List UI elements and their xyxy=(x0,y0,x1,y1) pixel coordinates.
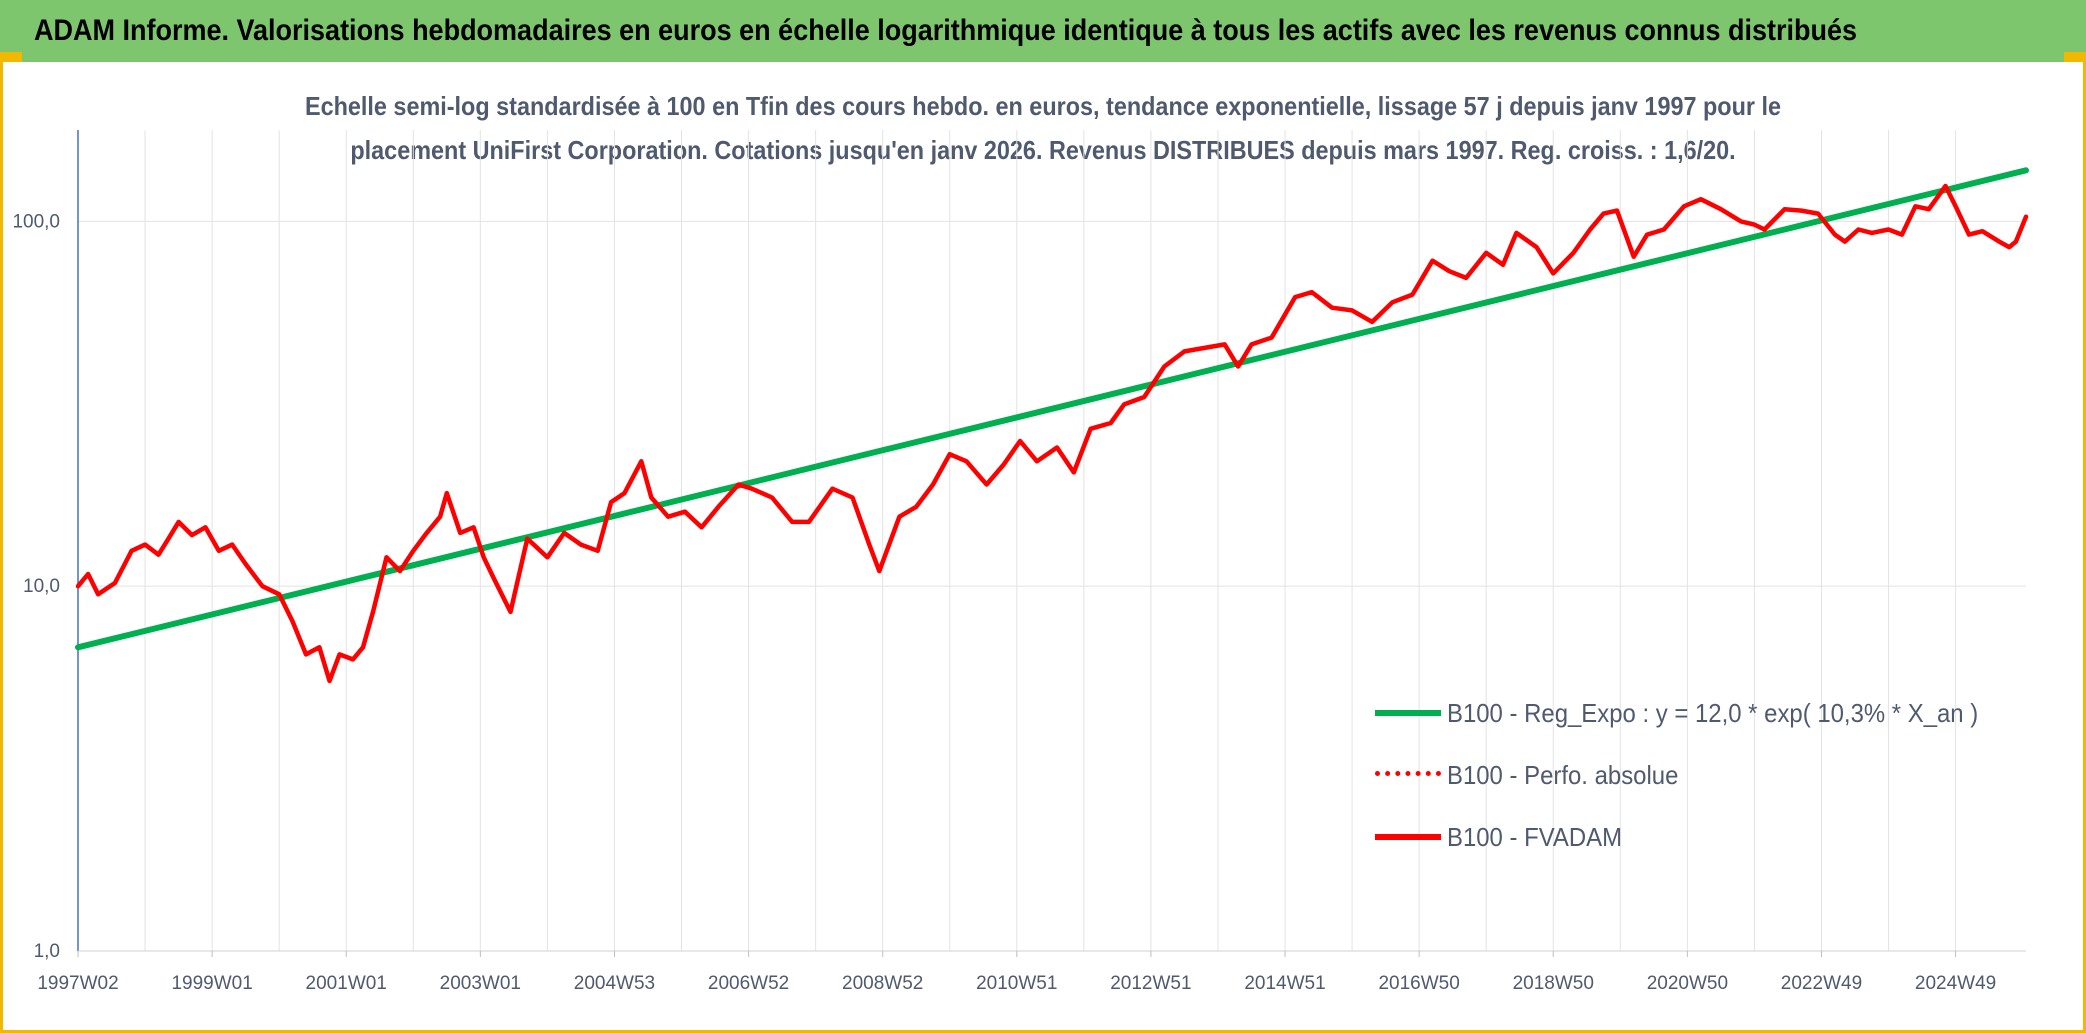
legend-swatch-perfo xyxy=(1375,768,1441,782)
report-title: ADAM Informe. Valorisations hebdomadaire… xyxy=(34,14,1858,47)
x-tick-label: 2022W49 xyxy=(1781,973,1862,994)
legend-item-fvadam: B100 - FVADAM xyxy=(1375,806,2024,868)
x-tick-label: 2004W53 xyxy=(574,973,655,994)
series-line-trend xyxy=(75,167,2029,651)
chart-subtitle-line-2: placement UniFirst Corporation. Cotation… xyxy=(350,135,1736,165)
chart-subtitle: Echelle semi-log standardisée à 100 en T… xyxy=(0,84,2086,172)
x-tick-label: 2006W52 xyxy=(708,973,789,994)
y-tick-label: 100,0 xyxy=(12,211,60,232)
corner-accent-left xyxy=(0,52,22,62)
legend-label-trend: B100 - Reg_Expo : y = 12,0 * exp( 10,3% … xyxy=(1447,697,1979,728)
x-tick-label: 2016W50 xyxy=(1378,973,1459,994)
chart-legend: B100 - Reg_Expo : y = 12,0 * exp( 10,3% … xyxy=(1375,682,2024,868)
legend-swatch-trend xyxy=(1375,706,1441,720)
x-tick-label: 1997W02 xyxy=(37,973,118,994)
report-header: ADAM Informe. Valorisations hebdomadaire… xyxy=(0,0,2086,62)
series-line-fvadam xyxy=(75,183,2029,684)
chart-frame xyxy=(0,62,2086,1033)
x-axis: 1997W02 1999W01 2001W01 2003W01 2004W53 2006W… xyxy=(37,950,2026,994)
y-axis: 1,0 10,0 100,0 xyxy=(12,130,79,962)
corner-accent-right xyxy=(2064,52,2086,62)
x-tick-label: 1999W01 xyxy=(171,973,252,994)
chart-grid xyxy=(78,130,2026,952)
legend-label-fvadam: B100 - FVADAM xyxy=(1447,821,1623,852)
legend-item-trend: B100 - Reg_Expo : y = 12,0 * exp( 10,3% … xyxy=(1375,682,2024,744)
legend-swatch-fvadam xyxy=(1375,830,1441,844)
x-tick-label: 2020W50 xyxy=(1647,973,1728,994)
chart-subtitle-line-1: Echelle semi-log standardisée à 100 en T… xyxy=(304,91,1781,121)
y-tick-label: 10,0 xyxy=(23,576,60,597)
x-tick-label: 2024W49 xyxy=(1915,973,1996,994)
legend-label-perfo: B100 - Perfo. absolue xyxy=(1447,759,1679,790)
x-tick-label: 2014W51 xyxy=(1244,973,1325,994)
chart-series xyxy=(75,167,2029,684)
x-tick-label: 2010W51 xyxy=(976,973,1057,994)
x-tick-label: 2012W51 xyxy=(1110,973,1191,994)
x-tick-label: 2008W52 xyxy=(842,973,923,994)
x-tick-label: 2018W50 xyxy=(1513,973,1594,994)
legend-item-perfo: B100 - Perfo. absolue xyxy=(1375,744,2024,806)
x-tick-label: 2003W01 xyxy=(440,973,521,994)
y-tick-label: 1,0 xyxy=(34,941,60,962)
x-tick-label: 2001W01 xyxy=(306,973,387,994)
